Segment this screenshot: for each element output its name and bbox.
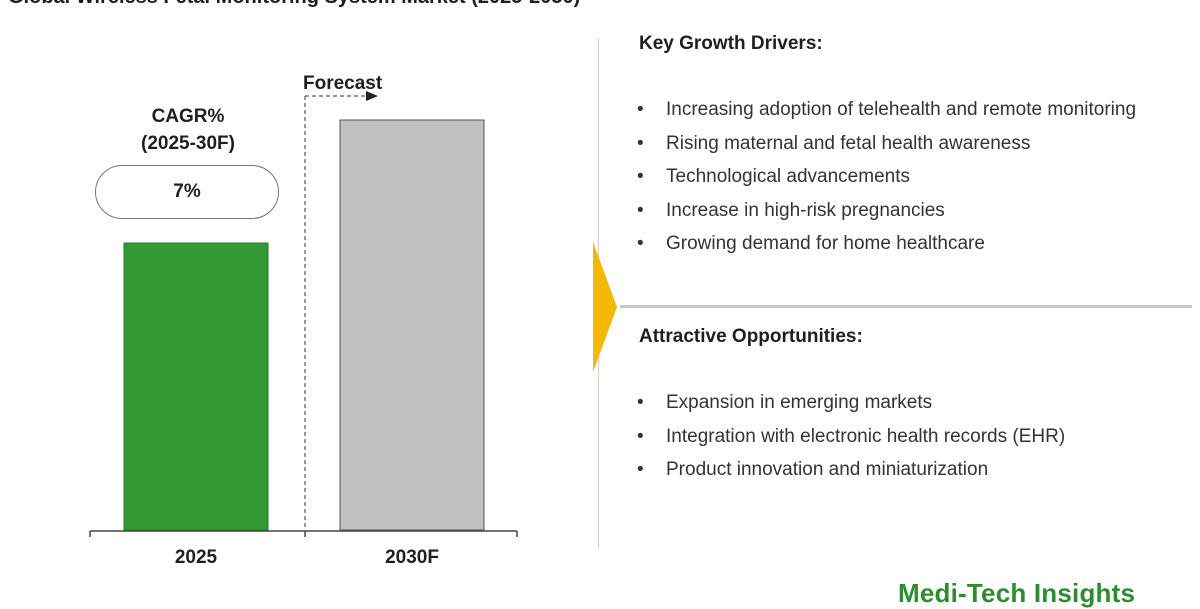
forecast-arrowhead-icon xyxy=(366,91,378,101)
bullet-icon: • xyxy=(637,392,644,413)
tick-label-2030f: 2030F xyxy=(385,547,439,568)
cagr-label: CAGR% xyxy=(151,106,225,127)
cagr-value-pill: 7% xyxy=(95,165,279,219)
bullet-icon: • xyxy=(637,99,644,120)
list-item: • Rising maternal and fetal health awaren… xyxy=(637,127,1136,161)
key-drivers-title: Key Growth Drivers: xyxy=(639,33,823,54)
list-item: • Product innovation and miniaturization xyxy=(637,453,1065,487)
bullet-icon: • xyxy=(637,132,644,154)
list-item: • Increase in high-risk pregnancies xyxy=(637,194,1136,228)
bar-2030f xyxy=(339,119,485,531)
chevron-right-icon xyxy=(593,242,617,372)
list-item: • Expansion in emerging markets xyxy=(637,386,1065,420)
list-item: • Growing demand for home healthcare xyxy=(637,227,1136,261)
bullet-icon: • xyxy=(637,425,644,447)
forecast-label: Forecast xyxy=(303,73,383,94)
bullet-icon: • xyxy=(637,459,644,480)
key-drivers-list: • Increasing adoption of telehealth and r… xyxy=(637,93,1136,261)
bullet-icon: • xyxy=(637,233,644,254)
brand-logo: Medi-Tech Insights xyxy=(898,578,1136,608)
list-item: • Integration with electronic health reco… xyxy=(637,420,1065,454)
tick-label-2025: 2025 xyxy=(175,547,218,568)
cagr-period: (2025-30F) xyxy=(141,133,235,154)
bar-2025 xyxy=(123,242,269,531)
bullet-icon: • xyxy=(637,199,644,221)
horizontal-divider xyxy=(620,305,1192,308)
opportunities-title: Attractive Opportunities: xyxy=(639,326,863,347)
cagr-value: 7% xyxy=(173,181,201,202)
opportunities-list: • Expansion in emerging markets • Integrat… xyxy=(637,386,1065,487)
list-item: • Increasing adoption of telehealth and r… xyxy=(637,93,1136,127)
list-item: • Technological advancements xyxy=(637,160,1136,194)
cagr-heading: CAGR% (2025-30F) xyxy=(95,103,281,157)
bar-chart: Forecast 2025 2030F xyxy=(89,73,518,568)
bullet-icon: • xyxy=(637,166,644,187)
page-title: Global Wireless Fetal Monitoring System … xyxy=(8,0,580,9)
